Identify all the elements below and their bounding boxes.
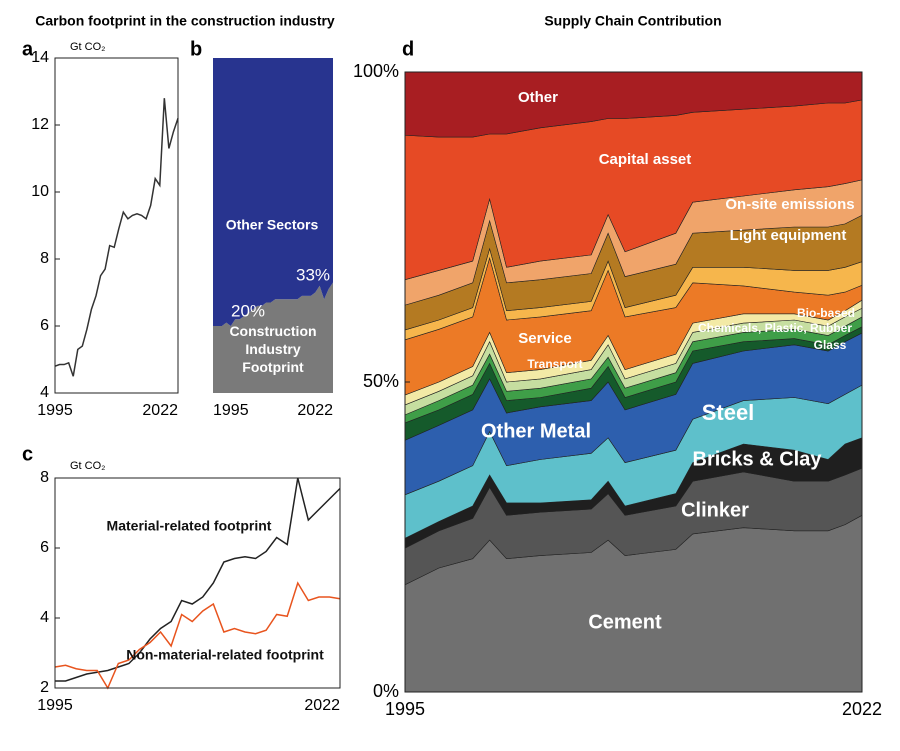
y-tick-label: 6 <box>40 317 49 334</box>
area-series <box>213 282 333 393</box>
x-tick-label: 1995 <box>37 697 73 714</box>
series-label: Chemicals, Plastic, Rubber <box>698 321 852 335</box>
y-tick-label: 14 <box>31 49 49 66</box>
series-label: Construction Industry Footprint <box>229 323 317 375</box>
y-tick-label: 2 <box>40 679 49 696</box>
annotation: 20% <box>231 301 265 320</box>
series-label: Service <box>518 330 571 347</box>
x-tick-label: 1995 <box>385 699 425 719</box>
line-series <box>54 98 179 377</box>
series-label: Other <box>518 89 558 106</box>
series-label: Bricks & Clay <box>693 448 823 470</box>
x-tick-label: 1995 <box>37 402 73 419</box>
y-tick-label: 100% <box>353 61 399 81</box>
x-tick-label: 1995 <box>213 402 249 419</box>
y-axis-label: Gt CO₂ <box>70 41 105 53</box>
series-label: Capital asset <box>599 151 692 168</box>
series-label: Clinker <box>681 499 749 521</box>
series-label: Non-material-related footprint <box>126 647 324 663</box>
series-label: Other Sectors <box>226 217 319 233</box>
y-tick-label: 8 <box>40 250 49 267</box>
x-tick-label: 2022 <box>842 699 882 719</box>
y-tick-label: 50% <box>363 371 399 391</box>
series-label: Material-related footprint <box>107 518 272 534</box>
area-series <box>213 58 333 326</box>
x-tick-label: 2022 <box>142 402 178 419</box>
y-tick-label: 4 <box>40 609 49 626</box>
panel-letter: a <box>22 38 34 60</box>
chart-title: Carbon footprint in the construction ind… <box>35 13 335 29</box>
series-label: On-site emissions <box>725 196 854 213</box>
line-series <box>55 477 341 682</box>
series-label: Steel <box>702 400 755 425</box>
series-label: Cement <box>588 611 662 633</box>
line-series <box>54 581 341 690</box>
panel-letter: b <box>190 38 202 60</box>
y-tick-label: 12 <box>31 116 49 133</box>
panel-letter: c <box>22 443 33 465</box>
y-tick-label: 6 <box>40 539 49 556</box>
panel-letter: d <box>402 38 414 60</box>
series-label: Light equipment <box>730 227 847 244</box>
annotation: 33% <box>296 265 330 284</box>
series-label: Other Metal <box>481 420 591 442</box>
plot-frame <box>54 57 179 394</box>
series-label: Transport <box>527 357 582 371</box>
y-tick-label: 8 <box>40 469 49 486</box>
series-label: Glass <box>814 338 847 352</box>
y-tick-label: 0% <box>373 681 399 701</box>
y-tick-label: 10 <box>31 183 49 200</box>
x-tick-label: 2022 <box>304 697 340 714</box>
plot-frame <box>54 477 341 689</box>
chart-title: Supply Chain Contribution <box>544 13 721 29</box>
y-axis-label: Gt CO₂ <box>70 460 105 472</box>
x-tick-label: 2022 <box>297 402 333 419</box>
series-label: Bio-based <box>797 306 855 320</box>
y-tick-label: 4 <box>40 384 49 401</box>
